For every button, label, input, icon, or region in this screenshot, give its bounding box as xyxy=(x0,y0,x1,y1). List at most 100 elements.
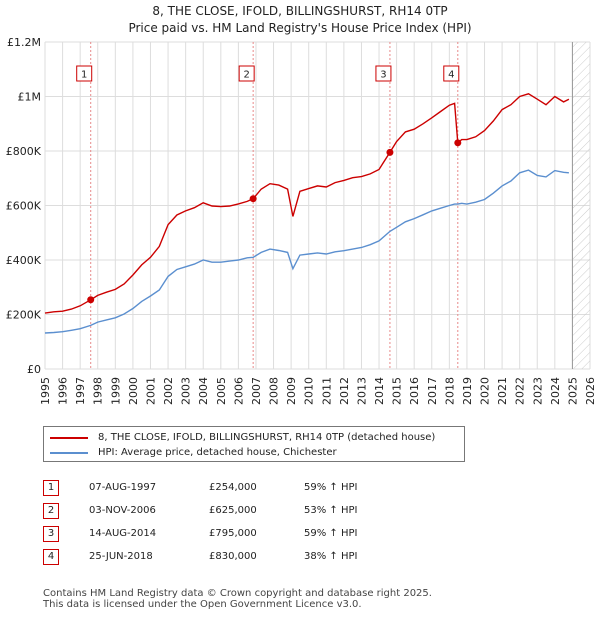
y-tick-label: £600K xyxy=(6,200,42,213)
footer: Contains HM Land Registry data © Crown c… xyxy=(43,588,432,610)
x-tick-label: 2008 xyxy=(268,377,281,405)
y-tick-label: £800K xyxy=(6,145,42,158)
legend-item-hpi: HPI: Average price, detached house, Chic… xyxy=(50,447,337,458)
x-tick-label: 2007 xyxy=(250,377,263,405)
x-tick-label: 2015 xyxy=(391,377,404,405)
forecast-hatch xyxy=(572,42,590,369)
x-tick-label: 1996 xyxy=(57,377,70,405)
y-tick-label: £400K xyxy=(6,254,42,267)
x-tick-label: 1995 xyxy=(39,377,52,405)
x-tick-label: 2013 xyxy=(355,377,368,405)
table-row: 2 03-NOV-2006 £625,000 53% ↑ HPI xyxy=(43,499,357,522)
forecast-shade xyxy=(571,42,590,369)
x-tick-label: 2010 xyxy=(303,377,316,405)
x-tick-label: 2023 xyxy=(531,377,544,405)
x-tick-label: 2003 xyxy=(180,377,193,405)
sale-hpi: 59% ↑ HPI xyxy=(304,482,358,493)
series-lines xyxy=(44,93,570,334)
sale-hpi: 53% ↑ HPI xyxy=(304,505,358,516)
y-tick-label: £1.2M xyxy=(7,36,41,49)
y-tick-label: £1M xyxy=(18,91,42,104)
sale-price: £795,000 xyxy=(209,528,257,539)
legend-swatch-hpi xyxy=(50,451,88,454)
x-tick-label: 2014 xyxy=(373,377,386,405)
sale-number-badge: 1 xyxy=(43,479,59,496)
sale-badge-2: 2 xyxy=(238,65,255,82)
sale-price: £254,000 xyxy=(209,482,257,493)
x-tick-label: 2005 xyxy=(215,377,228,405)
legend-swatch-property xyxy=(50,436,88,439)
x-tick-label: 2020 xyxy=(479,377,492,405)
price-chart: 1 2 3 4 £0 £200K £400K £600K £800K £1M £1.2M 1995… xyxy=(6,36,597,405)
x-tick-label: 2009 xyxy=(285,377,298,405)
y-tick-labels: £0 £200K £400K £600K £800K £1M £1.2M xyxy=(6,36,42,376)
x-tick-label: 2025 xyxy=(566,377,579,405)
legend-label-property: 8, THE CLOSE, IFOLD, BILLINGSHURST, RH14… xyxy=(98,432,436,443)
sale-badge-box xyxy=(238,65,255,82)
x-tick-label: 2001 xyxy=(144,377,157,405)
x-tick-label: 2016 xyxy=(408,377,421,405)
x-tick-labels: 1995 1996 1997 1998 1999 2000 2001 2002 2003 2004… xyxy=(39,377,597,405)
table-row: 3 14-AUG-2014 £795,000 59% ↑ HPI xyxy=(43,522,357,545)
table-row: 1 07-AUG-1997 £254,000 59% ↑ HPI xyxy=(43,476,357,499)
sale-badge-4: 4 xyxy=(443,65,460,82)
x-tick-label: 2000 xyxy=(127,377,140,405)
sale-point-1 xyxy=(87,296,95,304)
chart-subtitle: Price paid vs. HM Land Registry's House … xyxy=(128,21,472,35)
sale-badge-box xyxy=(443,65,460,82)
sale-badge-label: 2 xyxy=(243,70,249,81)
hpi-line xyxy=(44,169,569,334)
legend-item-property: 8, THE CLOSE, IFOLD, BILLINGSHURST, RH14… xyxy=(50,432,435,443)
x-tick-label: 2022 xyxy=(514,377,527,405)
footer-licence: This data is licensed under the Open Gov… xyxy=(43,599,362,610)
table-row: 4 25-JUN-2018 £830,000 38% ↑ HPI xyxy=(43,545,357,568)
sale-points xyxy=(87,139,462,304)
sale-hpi: 59% ↑ HPI xyxy=(304,528,358,539)
x-tick-label: 2006 xyxy=(232,377,245,405)
sales-table: 1 07-AUG-1997 £254,000 59% ↑ HPI 2 03-NO… xyxy=(43,476,357,568)
sale-date: 25-JUN-2018 xyxy=(89,551,153,562)
sale-price: £625,000 xyxy=(209,505,257,516)
y-tick-label: £200K xyxy=(6,309,42,322)
sale-hpi: 38% ↑ HPI xyxy=(304,551,358,562)
grid xyxy=(44,41,591,370)
sale-number-badge: 4 xyxy=(43,548,59,565)
sale-badge-3: 3 xyxy=(375,65,392,82)
sale-number-badge: 2 xyxy=(43,502,59,519)
sale-date: 03-NOV-2006 xyxy=(89,505,156,516)
x-tick-label: 2018 xyxy=(443,377,456,405)
sale-point-3 xyxy=(386,148,394,156)
sale-badge-box xyxy=(375,65,392,82)
x-tick-label: 1998 xyxy=(92,377,105,405)
x-tick-label: 2017 xyxy=(426,377,439,405)
x-tick-label: 2026 xyxy=(584,377,597,405)
x-tick-label: 2011 xyxy=(320,377,333,405)
sale-point-4 xyxy=(454,139,462,147)
y-tick-label: £0 xyxy=(27,363,41,376)
sale-vlines xyxy=(90,42,459,369)
price-paid-line xyxy=(44,93,570,314)
sale-badge-label: 1 xyxy=(81,70,87,81)
sale-price: £830,000 xyxy=(209,551,257,562)
x-tick-label: 2019 xyxy=(461,377,474,405)
x-tick-label: 2021 xyxy=(496,377,509,405)
sale-date: 07-AUG-1997 xyxy=(89,482,157,493)
legend: 8, THE CLOSE, IFOLD, BILLINGSHURST, RH14… xyxy=(43,426,465,462)
sale-number-badge: 3 xyxy=(43,525,59,542)
x-tick-label: 2004 xyxy=(197,377,210,405)
x-tick-label: 2024 xyxy=(549,377,562,405)
x-tick-label: 1997 xyxy=(74,377,87,405)
x-tick-label: 2012 xyxy=(338,377,351,405)
sale-badge-label: 3 xyxy=(380,70,386,81)
footer-copyright: Contains HM Land Registry data © Crown c… xyxy=(43,588,432,599)
chart-title: 8, THE CLOSE, IFOLD, BILLINGSHURST, RH14… xyxy=(152,4,448,18)
sale-badges: 1 2 3 4 xyxy=(76,65,460,82)
sale-badge-label: 4 xyxy=(448,70,454,81)
x-tick-label: 1999 xyxy=(109,377,122,405)
sale-badge-1: 1 xyxy=(76,65,93,82)
legend-label-hpi: HPI: Average price, detached house, Chic… xyxy=(98,447,337,458)
x-tick-label: 2002 xyxy=(162,377,175,405)
sale-badge-box xyxy=(76,65,93,82)
sale-date: 14-AUG-2014 xyxy=(89,528,157,539)
sale-point-2 xyxy=(249,195,257,203)
